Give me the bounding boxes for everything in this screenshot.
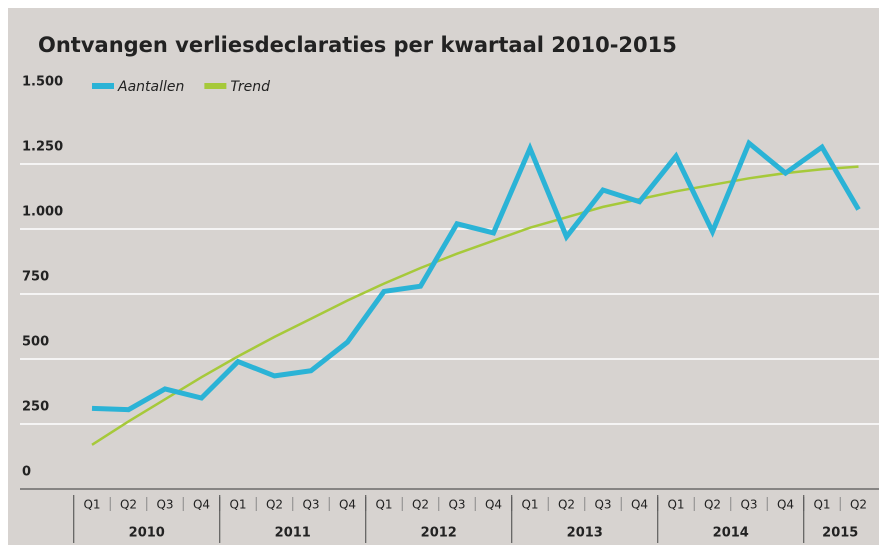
x-group-label: 2015 xyxy=(822,526,858,541)
x-tick-label: Q2 xyxy=(266,498,283,512)
x-group-label: 2014 xyxy=(713,526,749,541)
x-group-label: 2013 xyxy=(567,526,603,541)
legend-label: Trend xyxy=(230,79,270,95)
x-tick-label: Q3 xyxy=(740,498,757,512)
legend-label: Aantallen xyxy=(117,79,184,95)
x-group-label: 2010 xyxy=(129,526,165,541)
x-tick-label: Q4 xyxy=(339,498,356,512)
x-tick-label: Q1 xyxy=(667,498,684,512)
chart-background xyxy=(8,8,879,545)
y-tick-label: 750 xyxy=(22,270,49,285)
y-tick-label: 1.500 xyxy=(22,75,63,90)
y-tick-label: 1.000 xyxy=(22,205,63,220)
x-tick-label: Q1 xyxy=(521,498,538,512)
x-tick-label: Q2 xyxy=(704,498,721,512)
legend-swatch xyxy=(92,83,114,89)
y-tick-label: 250 xyxy=(22,400,49,415)
x-tick-label: Q2 xyxy=(850,498,867,512)
x-tick-label: Q1 xyxy=(229,498,246,512)
chart-title: Ontvangen verliesdeclaraties per kwartaa… xyxy=(38,33,677,57)
x-tick-label: Q4 xyxy=(485,498,502,512)
x-tick-label: Q3 xyxy=(448,498,465,512)
x-tick-label: Q3 xyxy=(302,498,319,512)
x-group-label: 2012 xyxy=(421,526,457,541)
x-tick-label: Q4 xyxy=(631,498,648,512)
x-tick-label: Q4 xyxy=(777,498,794,512)
x-tick-label: Q1 xyxy=(813,498,830,512)
x-tick-label: Q1 xyxy=(375,498,392,512)
y-tick-label: 1.250 xyxy=(22,140,63,155)
x-tick-label: Q2 xyxy=(412,498,429,512)
x-tick-label: Q3 xyxy=(594,498,611,512)
x-group-label: 2011 xyxy=(275,526,311,541)
x-tick-label: Q1 xyxy=(83,498,100,512)
series-line xyxy=(91,139,861,413)
x-tick-label: Q2 xyxy=(558,498,575,512)
x-tick-label: Q4 xyxy=(193,498,210,512)
legend-swatch xyxy=(204,83,227,89)
y-tick-label: 0 xyxy=(22,465,31,480)
x-tick-label: Q3 xyxy=(156,498,173,512)
y-tick-label: 500 xyxy=(22,335,49,350)
x-tick-label: Q2 xyxy=(120,498,137,512)
